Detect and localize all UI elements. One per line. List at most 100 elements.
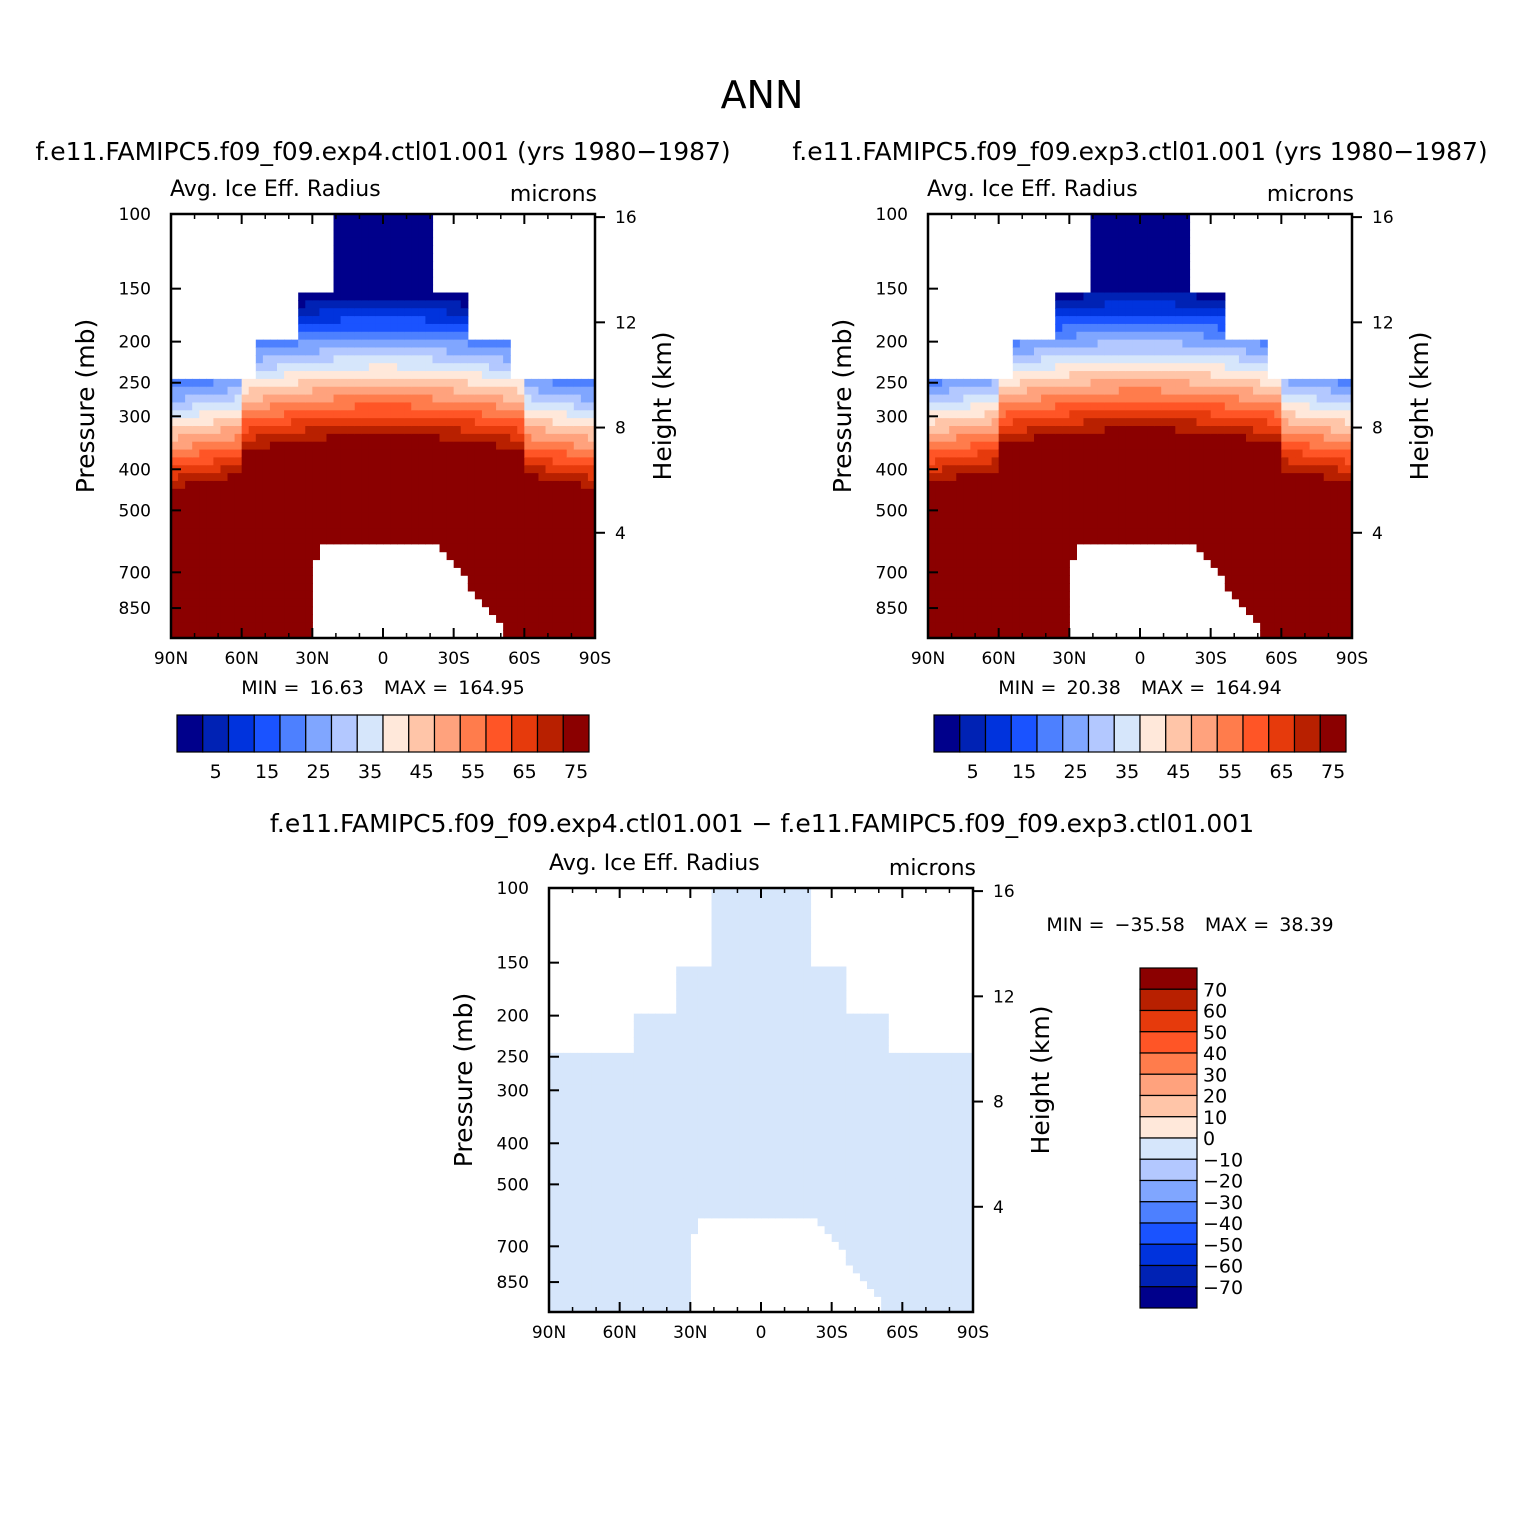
field-cell	[404, 253, 412, 262]
field-cell	[1309, 606, 1318, 616]
field-cell	[1034, 410, 1042, 419]
field-cell	[1019, 606, 1028, 616]
field-cell	[446, 378, 455, 388]
field-cell	[1309, 394, 1318, 404]
field-cell	[598, 1304, 607, 1313]
field-cell	[1147, 528, 1155, 537]
field-cell	[1118, 418, 1127, 427]
field-cell	[1168, 284, 1176, 294]
field-cell	[397, 371, 405, 380]
field-cell	[928, 559, 936, 568]
field-cell	[1344, 480, 1353, 490]
field-cell	[481, 567, 490, 576]
field-cell	[517, 449, 525, 459]
field-cell	[531, 520, 540, 529]
field-cell	[291, 590, 299, 600]
field-cell	[538, 606, 547, 616]
field-cell	[1005, 575, 1014, 584]
field-cell	[510, 606, 518, 616]
field-cell	[1062, 543, 1070, 553]
field-cell	[1217, 363, 1226, 372]
field-cell	[1344, 606, 1353, 616]
field-cell	[510, 457, 518, 466]
field-cell	[1231, 535, 1240, 545]
field-cell	[248, 433, 257, 443]
field-cell	[1246, 496, 1254, 506]
field-cell	[368, 300, 377, 309]
field-cell	[1231, 567, 1240, 576]
field-cell	[1161, 528, 1169, 537]
field-cell	[277, 371, 285, 380]
field-cell	[1104, 457, 1113, 466]
field-cell	[577, 1131, 585, 1140]
field-cell	[1147, 300, 1155, 309]
field-cell	[570, 1209, 578, 1219]
field-cell	[255, 410, 264, 419]
field-cell	[977, 457, 986, 466]
field-cell	[354, 386, 363, 396]
field-cell	[566, 402, 575, 411]
field-cell	[453, 488, 462, 498]
field-cell	[354, 371, 363, 380]
field-cell	[1125, 426, 1134, 435]
field-cell	[418, 214, 426, 223]
field-cell	[619, 1052, 628, 1062]
field-cell	[347, 300, 356, 309]
field-cell	[248, 488, 257, 498]
field-cell	[1288, 583, 1297, 592]
field-cell	[340, 292, 349, 301]
field-cell	[531, 598, 540, 608]
field-cell	[319, 496, 328, 506]
field-cell	[1182, 426, 1191, 435]
field-cell	[361, 331, 370, 341]
field-cell	[1147, 276, 1155, 286]
field-cell	[566, 378, 575, 388]
field-cell	[1069, 410, 1077, 419]
field-cell	[1302, 418, 1311, 427]
field-cell	[1055, 402, 1063, 411]
field-cell	[1196, 520, 1205, 529]
field-cell	[467, 551, 476, 561]
field-cell	[1140, 323, 1148, 333]
field-cell	[383, 418, 391, 427]
field-cell	[411, 386, 419, 396]
field-cell	[269, 606, 278, 616]
field-cell	[305, 355, 313, 364]
field-cell	[453, 371, 462, 380]
field-cell	[178, 504, 186, 513]
field-cell	[1005, 496, 1014, 506]
field-cell	[570, 1186, 578, 1195]
field-cell	[1224, 347, 1233, 356]
field-cell	[220, 520, 229, 529]
field-cell	[312, 402, 320, 411]
field-cell	[171, 410, 179, 419]
field-cell	[1210, 426, 1219, 435]
colorbar-swatch	[356, 714, 384, 753]
field-cell	[563, 1288, 571, 1297]
field-cell	[1330, 410, 1339, 419]
field-cell	[619, 1249, 628, 1258]
field-cell	[1154, 355, 1162, 364]
field-cell	[1083, 512, 1092, 521]
field-cell	[333, 418, 342, 427]
field-cell	[1161, 323, 1169, 333]
field-cell	[510, 426, 518, 435]
field-cell	[1281, 606, 1289, 616]
field-cell	[580, 418, 589, 427]
field-cell	[935, 622, 943, 631]
field-cell	[538, 418, 547, 427]
field-cell	[545, 504, 554, 513]
field-cell	[580, 488, 589, 498]
field-cell	[1260, 488, 1268, 498]
field-cell	[248, 543, 257, 553]
field-cell	[404, 386, 412, 396]
field-cell	[432, 316, 441, 325]
field-cell	[418, 488, 426, 498]
field-cell	[312, 473, 320, 482]
field-cell	[549, 1304, 557, 1313]
field-cell	[1344, 473, 1353, 482]
field-cell	[277, 394, 285, 404]
field-cell	[503, 567, 511, 576]
field-cell	[199, 559, 207, 568]
field-cell	[298, 449, 306, 459]
